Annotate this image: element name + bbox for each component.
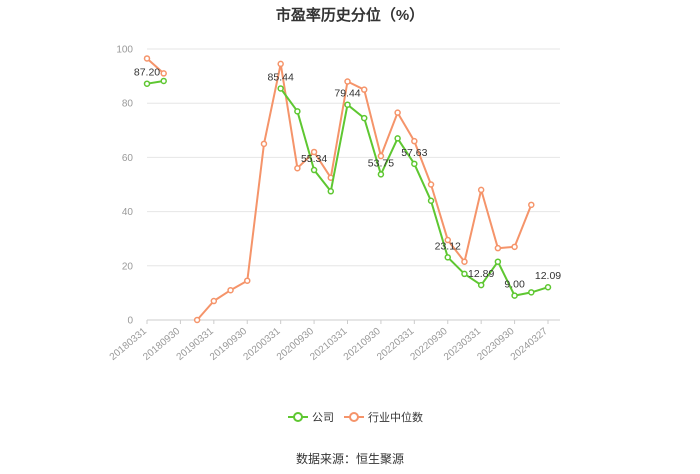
data-point-0: [377, 171, 385, 178]
y-tick-label: 0: [127, 316, 133, 327]
data-point-1: [360, 86, 368, 93]
data-label: 9.00: [504, 279, 525, 291]
data-point-0: [411, 160, 418, 168]
y-tick-label: 40: [122, 207, 134, 218]
data-point-1: [277, 60, 284, 68]
data-point-0: [294, 108, 301, 115]
data-point-1: [394, 109, 401, 116]
data-label: 85.44: [268, 71, 294, 83]
data-point-1: [377, 152, 385, 160]
data-point-0: [427, 197, 435, 205]
data-point-1: [511, 243, 518, 251]
data-point-1: [427, 181, 435, 188]
legend-marker-0: [293, 412, 303, 422]
data-point-1: [344, 78, 351, 85]
data-point-0: [160, 77, 167, 85]
data-label: 79.44: [334, 88, 360, 100]
data-label: 53.75: [368, 157, 394, 169]
data-point-1: [294, 164, 301, 172]
data-point-0: [327, 188, 335, 195]
series-line-0: [279, 87, 549, 297]
data-point-1: [461, 258, 468, 265]
legend-label: 公司: [312, 412, 334, 424]
data-point-0: [360, 114, 368, 122]
data-point-1: [227, 286, 234, 294]
data-label: 12.09: [535, 270, 561, 282]
chart-title: 市盈率历史分位（%）: [275, 7, 425, 24]
data-point-1: [494, 244, 502, 252]
data-label: 57.63: [401, 147, 427, 159]
data-point-1: [260, 140, 268, 148]
data-point-1: [444, 236, 451, 244]
data-point-0: [544, 283, 552, 291]
data-label: 87.20: [134, 67, 160, 79]
data-point-1: [244, 277, 251, 284]
data-point-0: [494, 258, 502, 265]
data-label: 23.12: [435, 240, 461, 252]
data-point-1: [160, 70, 167, 77]
series-line-1: [146, 57, 165, 75]
data-point-0: [143, 80, 151, 87]
y-tick-label: 60: [122, 153, 134, 164]
data-point-0: [344, 101, 351, 108]
data-label: 55.34: [301, 153, 327, 165]
data-point-0: [477, 281, 485, 289]
data-point-0: [394, 135, 401, 142]
x-tick-label: 20240327: [509, 326, 550, 363]
data-point-0: [444, 254, 451, 261]
data-point-0: [528, 289, 535, 296]
data-point-1: [411, 137, 418, 145]
legend-label: 行业中位数: [368, 410, 423, 424]
data-point-0: [277, 85, 284, 92]
data-point-1: [477, 186, 485, 194]
data-point-0: [310, 166, 318, 174]
y-tick-label: 80: [122, 99, 134, 110]
data-point-0: [511, 292, 518, 299]
legend-marker-1: [349, 412, 359, 422]
data-source: 数据来源：恒生聚源: [295, 452, 404, 466]
y-tick-label: 100: [116, 45, 133, 56]
data-point-1: [193, 316, 201, 324]
y-tick-label: 20: [122, 261, 134, 272]
data-point-1: [210, 297, 218, 305]
data-label: 12.89: [468, 268, 494, 280]
data-point-1: [310, 148, 318, 156]
data-point-1: [528, 201, 535, 209]
data-point-1: [143, 55, 151, 62]
data-point-0: [461, 270, 468, 278]
